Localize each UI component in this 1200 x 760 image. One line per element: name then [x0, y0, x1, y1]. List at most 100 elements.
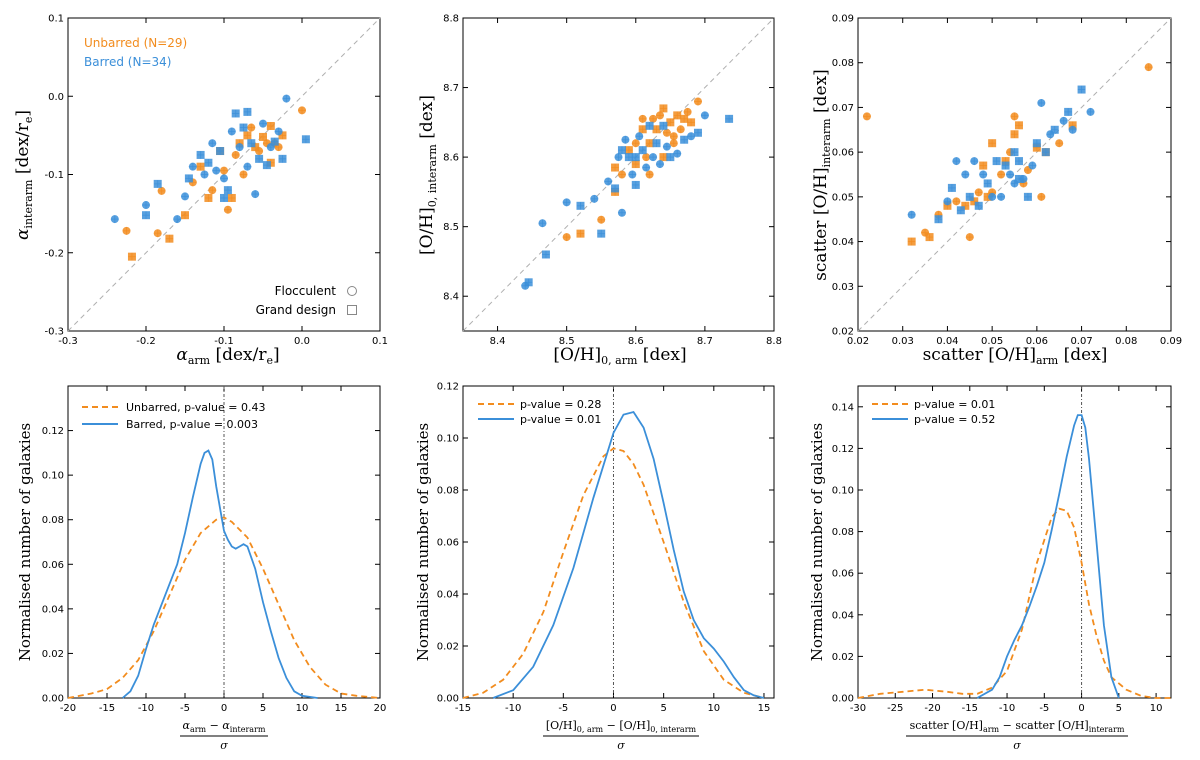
data-point-unbarred — [907, 237, 916, 246]
data-point-barred — [1001, 161, 1010, 170]
x-tick-label: 0.04 — [936, 336, 958, 347]
x-tick-label: -20 — [924, 703, 940, 714]
data-point-barred — [965, 192, 974, 201]
data-point-unbarred — [298, 106, 306, 115]
data-point-unbarred — [979, 161, 988, 170]
y-axis-label: scatter [O/H]interarm [dex] — [811, 69, 833, 281]
y-tick-label: 0.00 — [437, 694, 459, 705]
data-point-barred — [590, 194, 599, 203]
y-axis-label: Normalised number of galaxies — [808, 423, 826, 661]
data-point-unbarred — [122, 226, 131, 235]
data-point-barred — [631, 153, 640, 162]
tick-group: -30 -25 -20 -15 -10 -5 0 5 10 0.00 0.02 0.04 0.06 0.0… — [832, 386, 1171, 714]
data-point-barred — [1077, 85, 1086, 94]
data-point-unbarred — [669, 139, 678, 148]
data-point-barred — [997, 192, 1006, 201]
y-tick-label: 0.02 — [832, 327, 854, 338]
x-tick-label: 0.08 — [1115, 336, 1137, 347]
plot-frame — [462, 385, 775, 699]
data-point-barred — [907, 210, 916, 219]
y-tick-label: 0.00 — [832, 694, 854, 705]
data-point-barred — [666, 153, 675, 162]
data-point-barred — [262, 161, 271, 170]
x-tick-label: 0 — [1078, 703, 1084, 714]
data-point-barred — [1086, 107, 1095, 116]
kde-curve-dashed — [462, 447, 765, 699]
data-point-unbarred — [666, 118, 675, 127]
x-tick-label: 5 — [1116, 703, 1122, 714]
data-point-barred — [188, 162, 197, 171]
y-tick-label: 8.8 — [443, 14, 459, 25]
x-tick-label: -15 — [962, 703, 978, 714]
y-tick-label: 8.4 — [443, 292, 459, 303]
x-axis-label-numerator: αarm − αinterarm — [183, 719, 266, 734]
data-point-barred — [970, 157, 979, 166]
kde-curve-solid — [492, 410, 765, 699]
data-point-unbarred — [617, 170, 626, 179]
data-point-barred — [562, 198, 571, 207]
data-point-barred — [282, 94, 291, 103]
x-tick-label: 0.05 — [981, 336, 1003, 347]
y-tick-label: 0.14 — [832, 402, 854, 413]
tick-group: -15 -10 -5 0 5 10 15 0.00 0.02 0.04 0.06 0.08 0.10 0.… — [437, 382, 774, 714]
y-tick-label: 0.06 — [832, 148, 854, 159]
data-point-unbarred — [266, 121, 275, 130]
y-tick-label: 0.07 — [832, 103, 854, 114]
data-point-unbarred — [1144, 63, 1153, 72]
x-tick-label: 5 — [260, 703, 266, 714]
data-point-barred — [693, 128, 702, 137]
y-tick-label: 0.08 — [437, 486, 459, 497]
data-point-barred — [220, 193, 228, 202]
y-tick-label: 0.10 — [42, 471, 64, 482]
data-point-unbarred — [239, 170, 248, 179]
data-point-unbarred — [1014, 121, 1023, 130]
y-tick-label: 0.06 — [437, 538, 459, 549]
x-tick-label: -20 — [60, 703, 76, 714]
legend-flocculent: Flocculent — [275, 284, 337, 298]
data-point-barred — [220, 174, 228, 183]
kde-panel-oh0: -15 -10 -5 0 5 10 15 0.00 0.02 0.04 0.06 0.08 0.10 0.… — [414, 382, 775, 752]
legend-unbarred: Unbarred (N=29) — [84, 36, 187, 50]
data-point-barred — [635, 132, 644, 141]
data-point-barred — [204, 158, 213, 167]
data-point-barred — [216, 147, 225, 156]
data-point-unbarred — [278, 131, 287, 140]
data-point-barred — [235, 143, 244, 152]
legend-barred: Barred (N=34) — [84, 55, 171, 69]
y-tick-label: 0.09 — [832, 14, 854, 25]
y-tick-label: 0.03 — [832, 282, 854, 293]
tick-group: -20 -15 -10 -5 0 5 10 15 20 0.00 0.02 0.04 0.06 0.08 0… — [42, 386, 387, 714]
x-tick-label: -10 — [505, 703, 521, 714]
data-point-barred — [153, 179, 162, 188]
x-axis-label: scatter [O/H]arm [dex] — [923, 345, 1108, 367]
data-point-barred — [576, 201, 585, 210]
data-point-barred — [181, 192, 189, 201]
x-tick-label: 20 — [374, 703, 387, 714]
data-point-barred — [247, 139, 256, 148]
flocculent-marker-icon — [347, 286, 357, 296]
data-point-barred — [659, 121, 668, 130]
data-point-barred — [243, 162, 252, 171]
x-tick-label: 8.4 — [490, 336, 506, 347]
data-point-unbarred — [1010, 112, 1019, 121]
plot-frame — [857, 17, 1172, 332]
x-tick-label: 0.09 — [1160, 336, 1182, 347]
data-point-barred — [934, 215, 943, 224]
marks-group — [67, 386, 381, 699]
y-tick-label: 0.02 — [437, 642, 459, 653]
data-point-barred — [631, 180, 640, 189]
data-point-barred — [251, 190, 260, 199]
data-point-unbarred — [676, 125, 685, 134]
x-tick-label: 10 — [1150, 703, 1163, 714]
data-point-barred — [1037, 98, 1046, 107]
x-axis-label: αarm [dex/re] — [176, 345, 279, 367]
y-tick-label: 8.7 — [443, 83, 459, 94]
x-tick-label: 0 — [610, 703, 616, 714]
data-point-barred — [1050, 125, 1059, 134]
y-axis-label: Normalised number of galaxies — [414, 423, 432, 661]
data-point-barred — [1041, 148, 1050, 157]
marks-group — [462, 386, 765, 699]
data-point-barred — [110, 215, 119, 224]
data-point-unbarred — [974, 188, 983, 197]
